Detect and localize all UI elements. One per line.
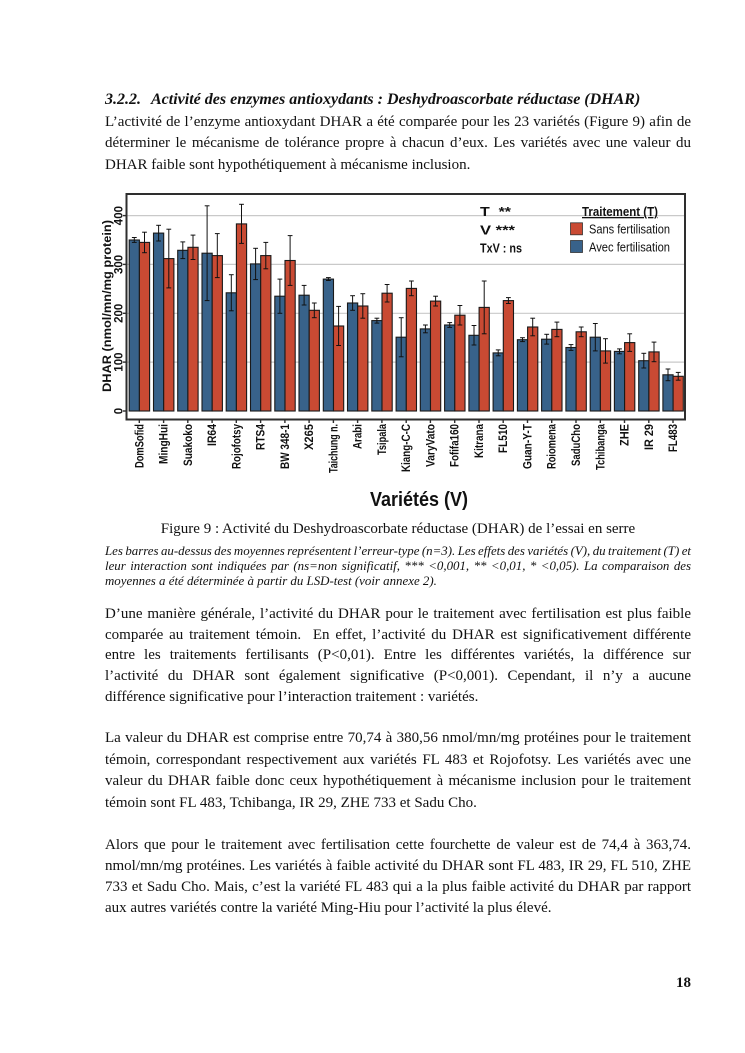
svg-text:VaryVato: VaryVato (425, 424, 437, 467)
svg-text:IR 29: IR 29 (644, 424, 656, 450)
svg-text:400: 400 (114, 206, 126, 225)
svg-text:IR64: IR64 (207, 423, 219, 446)
svg-text:Variétés (V): Variétés (V) (370, 489, 468, 511)
svg-text:Traitement (T): Traitement (T) (582, 204, 658, 219)
svg-text:SaduCho: SaduCho (571, 424, 583, 466)
svg-text:Avec fertilisation: Avec fertilisation (589, 241, 670, 255)
svg-text:Tsipala: Tsipala (377, 424, 389, 455)
svg-text:Kitrana: Kitrana (474, 423, 486, 458)
svg-text:DHAR (nmol/mn/mg protein): DHAR (nmol/mn/mg protein) (102, 220, 114, 392)
svg-text:DomSofid: DomSofid (134, 424, 146, 468)
svg-text:Tchibanga: Tchibanga (595, 424, 607, 470)
svg-text:TxV : ns: TxV : ns (480, 241, 522, 256)
svg-text:0: 0 (114, 408, 126, 414)
svg-text:RTS4: RTS4 (256, 423, 268, 450)
svg-text:Kiang-C-C: Kiang-C-C (401, 424, 413, 472)
svg-text:Guan-Y-T: Guan-Y-T (523, 424, 535, 469)
svg-text:Taichung n.: Taichung n. (328, 424, 340, 473)
svg-text:200: 200 (114, 304, 126, 323)
svg-text:Roiomena: Roiomena (547, 424, 559, 469)
svg-text:MingHui: MingHui (159, 424, 171, 464)
svg-text:V ***: V *** (480, 223, 516, 238)
svg-text:FL510: FL510 (498, 424, 510, 453)
svg-text:Rojofotsy: Rojofotsy (231, 423, 243, 469)
svg-text:BW 348-1: BW 348-1 (280, 423, 292, 469)
svg-text:300: 300 (114, 255, 126, 274)
svg-text:100: 100 (114, 353, 126, 372)
svg-text:ZHE: ZHE (620, 424, 632, 446)
svg-text:Suakoko: Suakoko (183, 424, 195, 466)
svg-text:FL483: FL483 (668, 424, 680, 452)
svg-text:X265: X265 (304, 423, 316, 450)
svg-text:Sans fertilisation: Sans fertilisation (589, 222, 670, 236)
svg-text:T **: T ** (480, 204, 512, 219)
svg-text:Fofifa160: Fofifa160 (450, 424, 462, 467)
svg-text:Arabi: Arabi (353, 424, 365, 449)
